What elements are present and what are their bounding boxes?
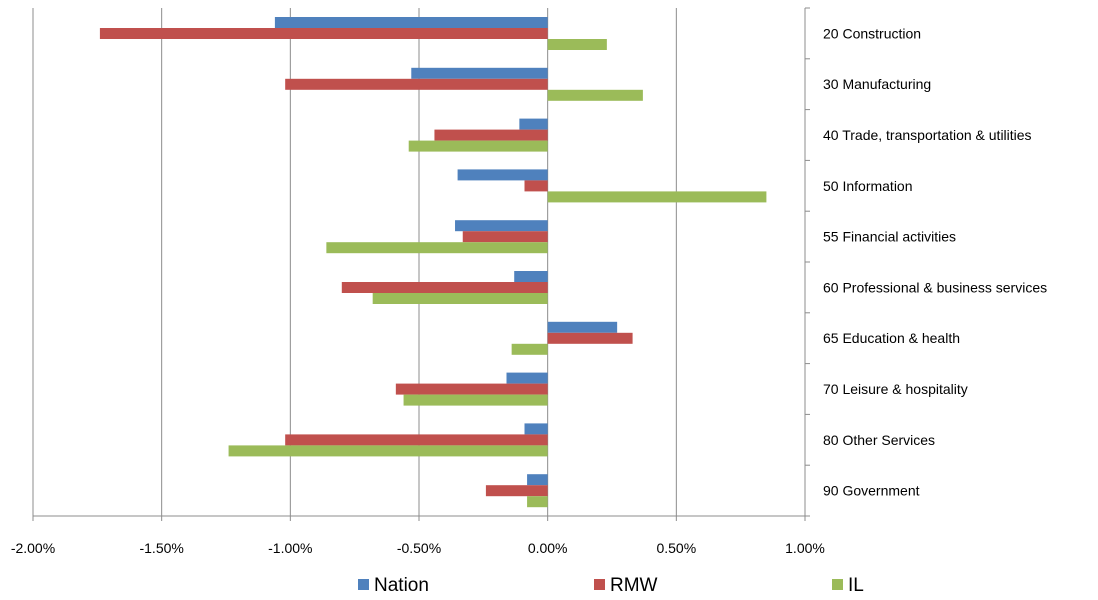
bar-il-7 xyxy=(403,394,548,406)
bar-il-8 xyxy=(228,445,548,457)
legend-label-rmw: RMW xyxy=(610,575,658,596)
legend-swatch-il xyxy=(832,579,843,590)
bar-nation-6 xyxy=(547,321,618,333)
bar-nation-1 xyxy=(411,67,548,79)
category-label: 40 Trade, transportation & utilities xyxy=(823,127,1032,143)
bar-il-5 xyxy=(372,293,548,304)
x-axis: -2.00% -1.50% -1.00% -0.50% 0.00% 0.50% 1.00% xyxy=(11,515,825,556)
bar-il-9 xyxy=(527,496,548,508)
bar-rmw-2 xyxy=(434,129,548,141)
bar-il-2 xyxy=(408,140,548,152)
bar-rmw-4 xyxy=(462,231,548,243)
category-label: 60 Professional & business services xyxy=(823,279,1047,295)
bar-nation-5 xyxy=(514,271,548,282)
bar-nation-9 xyxy=(527,474,548,486)
bar-rmw-8 xyxy=(285,434,548,446)
legend-swatch-nation xyxy=(358,579,369,590)
legend: Nation RMW IL xyxy=(358,575,864,596)
bar-nation-8 xyxy=(524,423,548,435)
legend-label-il: IL xyxy=(848,575,864,596)
bar-nation-7 xyxy=(506,372,548,384)
x-tick-label: 0.50% xyxy=(656,540,696,556)
category-label: 65 Education & health xyxy=(823,330,960,346)
bar-rmw-9 xyxy=(485,485,548,497)
category-label: 30 Manufacturing xyxy=(823,76,931,92)
category-label: 50 Information xyxy=(823,178,913,194)
category-label: 20 Construction xyxy=(823,25,921,41)
bar-rmw-5 xyxy=(341,282,548,293)
x-tick-label: 0.00% xyxy=(528,540,568,556)
legend-label-nation: Nation xyxy=(374,575,429,596)
category-label: 90 Government xyxy=(823,483,920,499)
category-labels: 20 Construction 30 Manufacturing 40 Trade,… xyxy=(804,7,1047,517)
category-label: 70 Leisure & hospitality xyxy=(823,381,968,397)
bar-il-3 xyxy=(547,191,767,203)
bar-rmw-3 xyxy=(524,180,548,192)
category-label: 55 Financial activities xyxy=(823,229,956,245)
bar-il-4 xyxy=(326,242,548,254)
x-tick-label: 1.00% xyxy=(785,540,825,556)
bar-nation-0 xyxy=(274,17,548,28)
bar-il-1 xyxy=(547,89,643,101)
bar-nation-3 xyxy=(457,169,548,181)
bar-rmw-1 xyxy=(285,78,548,90)
bar-rmw-6 xyxy=(547,332,633,344)
category-label: 80 Other Services xyxy=(823,432,935,448)
x-tick-label: -1.00% xyxy=(268,540,312,556)
x-tick-label: -0.50% xyxy=(397,540,441,556)
bar-il-6 xyxy=(511,343,548,355)
legend-swatch-rmw xyxy=(594,579,605,590)
x-tick-label: -1.50% xyxy=(139,540,183,556)
bars xyxy=(99,17,767,508)
bar-nation-2 xyxy=(519,118,548,130)
bar-il-0 xyxy=(547,39,607,50)
bar-rmw-0 xyxy=(99,28,548,39)
bar-nation-4 xyxy=(455,220,548,232)
bar-rmw-7 xyxy=(395,383,548,395)
x-tick-label: -2.00% xyxy=(11,540,55,556)
